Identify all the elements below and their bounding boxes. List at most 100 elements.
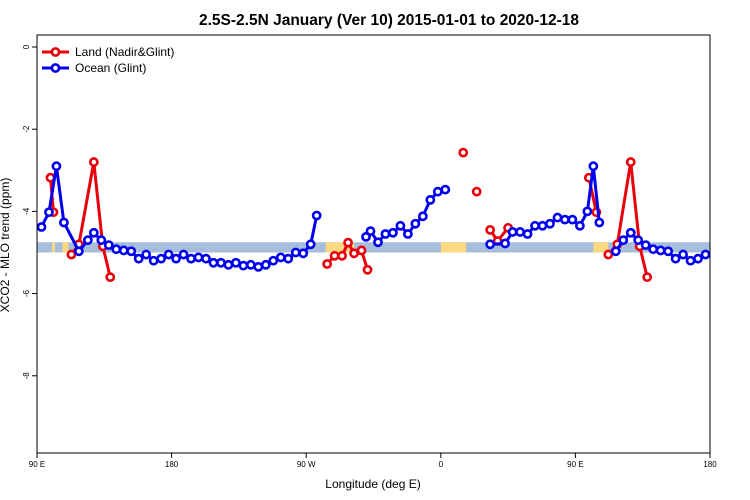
data-point: [356, 245, 367, 256]
data-point: [118, 245, 129, 256]
data-point: [373, 237, 383, 248]
y-tick-label: -4: [22, 207, 31, 215]
legend-marker: [50, 63, 61, 73]
series-line: [70, 160, 112, 278]
data-point: [36, 222, 47, 232]
data-point: [678, 249, 688, 260]
x-axis: 90 E 180 90 W 0 90 E 180: [29, 453, 717, 469]
data-point: [96, 235, 107, 246]
data-point: [388, 227, 398, 238]
data-point: [545, 218, 555, 229]
data-point: [268, 255, 279, 266]
data-point: [485, 224, 496, 235]
data-point: [417, 211, 428, 222]
data-point: [567, 214, 578, 225]
surface-band: [37, 242, 710, 253]
data-point: [223, 259, 234, 270]
data-point: [311, 210, 322, 221]
data-point: [642, 272, 653, 283]
data-point: [625, 227, 636, 238]
y-tick-label: -2: [22, 125, 31, 133]
band-land: [62, 242, 69, 253]
data-point: [275, 252, 286, 263]
data-point: [425, 194, 436, 205]
data-point: [216, 257, 226, 268]
data-point: [485, 239, 496, 250]
data-point: [700, 249, 711, 260]
data-point: [245, 259, 256, 270]
data-point: [208, 257, 219, 268]
data-point: [231, 257, 241, 268]
data-point: [133, 253, 144, 264]
data-point: [432, 186, 443, 197]
data-point: [178, 249, 189, 260]
series-1: [36, 161, 711, 272]
y-tick-label: -8: [22, 372, 31, 380]
data-point: [253, 261, 264, 272]
data-point: [88, 157, 99, 167]
data-point: [625, 157, 636, 167]
x-tick-label: 180: [165, 460, 179, 469]
data-point: [582, 206, 593, 217]
data-point: [618, 235, 629, 246]
data-point: [685, 255, 696, 266]
series-line: [490, 164, 601, 246]
data-point: [82, 235, 93, 246]
data-point: [329, 250, 340, 261]
data-point: [126, 246, 137, 257]
data-point: [458, 147, 469, 158]
data-point: [66, 249, 77, 260]
data-point: [141, 249, 152, 260]
data-point: [574, 220, 585, 231]
data-point: [171, 253, 181, 264]
data-point: [283, 253, 294, 264]
data-point: [380, 229, 391, 239]
data-point: [238, 260, 249, 271]
data-point: [603, 249, 614, 260]
data-point: [59, 217, 69, 228]
data-point: [305, 239, 316, 250]
x-tick-label: 90 E: [29, 460, 45, 469]
data-point: [349, 248, 359, 259]
x-tick-label: 90 W: [297, 460, 316, 469]
data-point: [73, 246, 84, 257]
band-land: [440, 242, 467, 253]
data-point: [410, 218, 421, 229]
data-layer: [36, 147, 711, 283]
data-point: [440, 184, 451, 195]
data-point: [290, 247, 301, 258]
data-point: [105, 272, 116, 283]
legend-marker: [50, 47, 61, 57]
data-point: [395, 220, 406, 231]
data-point: [500, 238, 511, 249]
data-point: [648, 244, 659, 255]
x-tick-label: 90 E: [567, 460, 583, 469]
data-point: [343, 237, 353, 248]
data-point: [44, 207, 54, 218]
data-point: [298, 248, 309, 259]
data-point: [148, 255, 159, 266]
data-point: [507, 227, 518, 237]
data-point: [103, 240, 114, 251]
data-point: [163, 249, 174, 260]
data-point: [362, 264, 373, 275]
x-axis-label: Longitude (deg E): [325, 477, 420, 491]
data-point: [365, 226, 376, 237]
data-point: [322, 259, 333, 269]
data-point: [640, 240, 651, 251]
legend: Land (Nadir&Glint) Ocean (Glint): [42, 45, 174, 75]
y-axis-label: XCO2 - MLO trend (ppm): [0, 178, 12, 313]
data-point: [610, 246, 621, 257]
data-point: [201, 253, 211, 264]
series-line: [607, 160, 649, 278]
legend-label: Land (Nadir&Glint): [75, 45, 174, 59]
data-point: [655, 245, 666, 256]
band-land: [51, 242, 55, 253]
band-ocean: [37, 242, 710, 253]
data-point: [663, 246, 674, 257]
data-point: [594, 217, 605, 228]
data-point: [670, 253, 681, 264]
data-point: [633, 235, 644, 246]
data-point: [537, 220, 548, 231]
